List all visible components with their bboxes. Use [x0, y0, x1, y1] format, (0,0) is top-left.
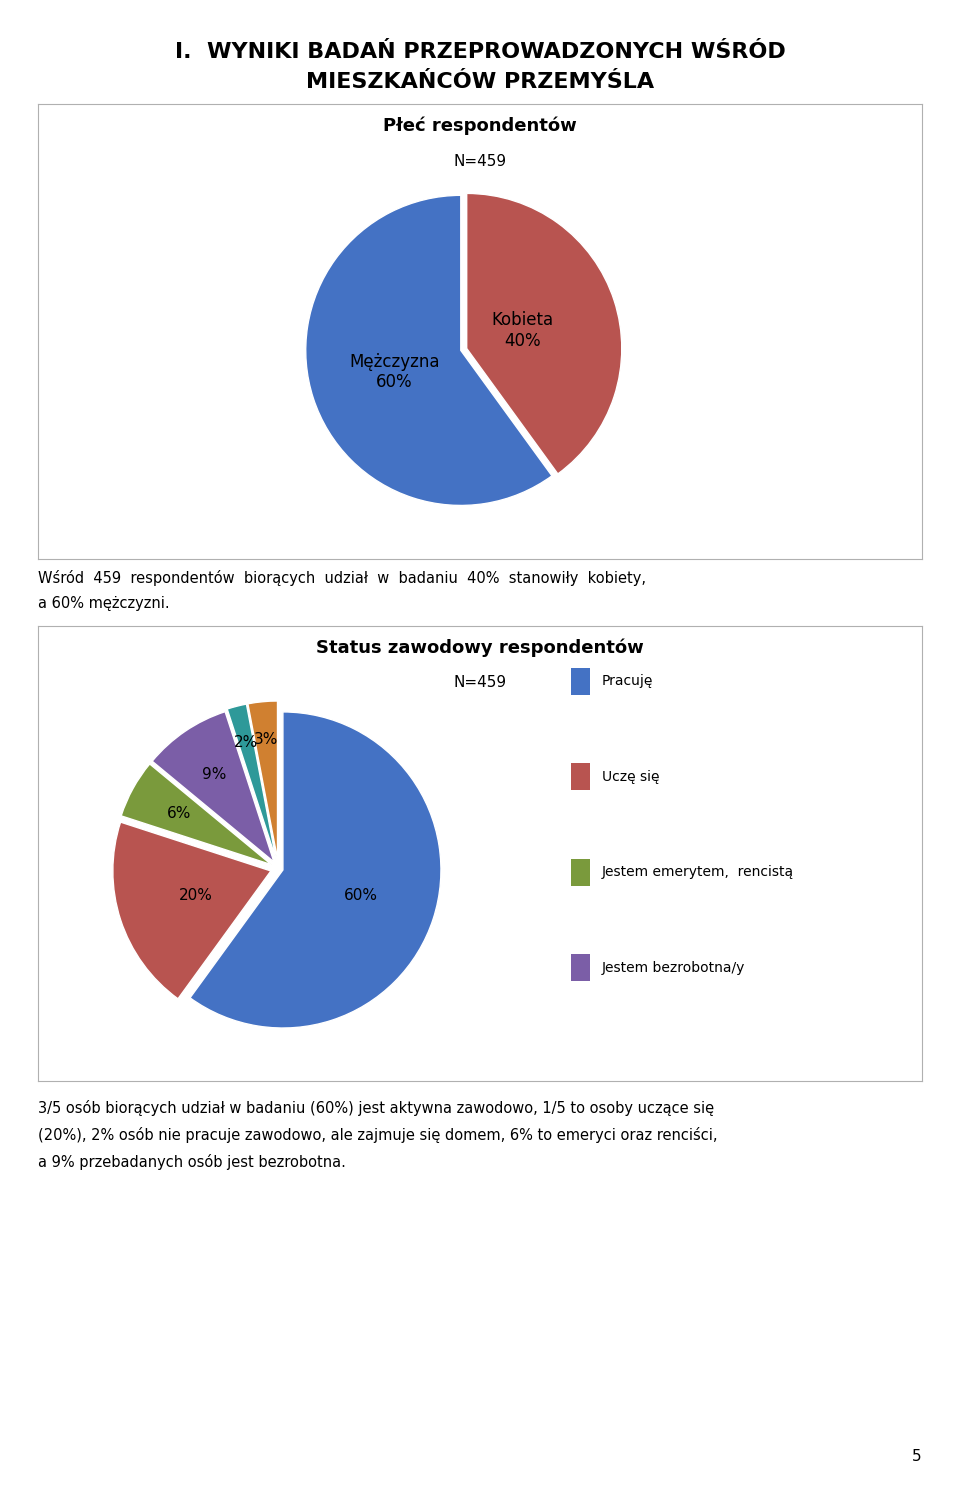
Text: 60%: 60% [344, 887, 378, 904]
Wedge shape [467, 194, 622, 474]
Wedge shape [305, 195, 552, 505]
Wedge shape [153, 711, 274, 862]
Text: 5: 5 [912, 1449, 922, 1464]
Text: a 9% przebadanych osób jest bezrobotna.: a 9% przebadanych osób jest bezrobotna. [38, 1154, 347, 1170]
Text: (20%), 2% osób nie pracuje zawodowo, ale zajmuje się domem, 6% to emeryci oraz r: (20%), 2% osób nie pracuje zawodowo, ale… [38, 1127, 718, 1144]
Text: Jestem emerytem,  rencistą: Jestem emerytem, rencistą [602, 865, 794, 880]
Wedge shape [228, 704, 276, 859]
Text: 2%: 2% [234, 735, 258, 750]
Text: MIESZKAŃCÓW PRZEMYŚLA: MIESZKAŃCÓW PRZEMYŚLA [306, 72, 654, 91]
Text: Kobieta
40%: Kobieta 40% [492, 310, 554, 350]
Text: N=459: N=459 [453, 154, 507, 168]
Text: N=459: N=459 [453, 675, 507, 690]
Text: Status zawodowy respondentów: Status zawodowy respondentów [316, 638, 644, 656]
Text: I.  WYNIKI BADAŃ PRZEPROWADZONYCH WŚRÓD: I. WYNIKI BADAŃ PRZEPROWADZONYCH WŚRÓD [175, 42, 785, 61]
Text: 6%: 6% [166, 807, 191, 822]
Wedge shape [248, 701, 277, 859]
Text: Wśród  459  respondentów  biorących  udział  w  badaniu  40%  stanowiły  kobiety: Wśród 459 respondentów biorących udział … [38, 570, 646, 586]
Text: Uczę się: Uczę się [602, 769, 660, 784]
Text: 3%: 3% [254, 732, 278, 747]
Text: Mężczyzna
60%: Mężczyzna 60% [349, 352, 440, 391]
Wedge shape [190, 711, 441, 1027]
Text: Pracuję: Pracuję [602, 674, 654, 689]
Wedge shape [121, 763, 272, 865]
Text: 20%: 20% [179, 887, 213, 904]
Text: 3/5 osób biorących udział w badaniu (60%) jest aktywna zawodowo, 1/5 to osoby uc: 3/5 osób biorących udział w badaniu (60%… [38, 1100, 714, 1117]
Text: 9%: 9% [203, 766, 227, 781]
Text: Jestem bezrobotna/y: Jestem bezrobotna/y [602, 960, 745, 975]
Text: a 60% mężczyzni.: a 60% mężczyzni. [38, 596, 170, 611]
Text: Płeć respondentów: Płeć respondentów [383, 116, 577, 134]
Wedge shape [113, 822, 271, 999]
